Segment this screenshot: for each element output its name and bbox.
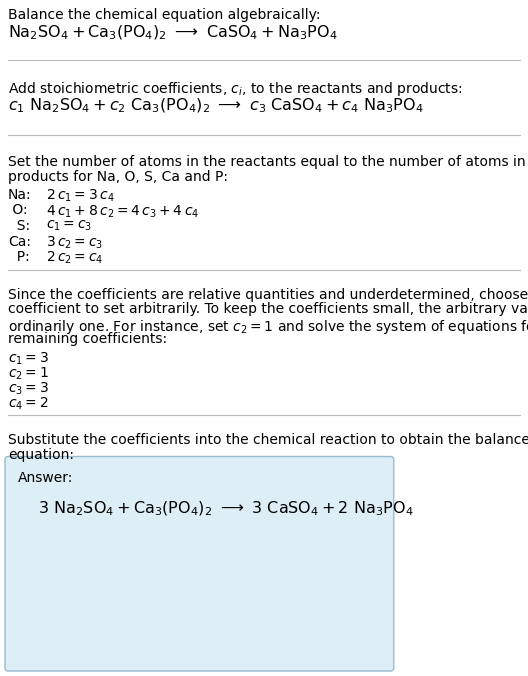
Text: coefficient to set arbitrarily. To keep the coefficients small, the arbitrary va: coefficient to set arbitrarily. To keep … (8, 302, 528, 316)
Text: remaining coefficients:: remaining coefficients: (8, 333, 167, 347)
Text: $c_2 = 1$: $c_2 = 1$ (8, 366, 49, 382)
FancyBboxPatch shape (5, 456, 394, 671)
Text: $2\,c_1 = 3\,c_4$: $2\,c_1 = 3\,c_4$ (46, 188, 115, 204)
Text: Set the number of atoms in the reactants equal to the number of atoms in the: Set the number of atoms in the reactants… (8, 155, 528, 169)
Text: Answer:: Answer: (18, 471, 73, 485)
Text: P:: P: (8, 250, 30, 264)
Text: $2\,c_2 = c_4$: $2\,c_2 = c_4$ (46, 250, 103, 266)
Text: Na:: Na: (8, 188, 32, 202)
Text: $3\,c_2 = c_3$: $3\,c_2 = c_3$ (46, 235, 103, 251)
Text: $c_1 = 3$: $c_1 = 3$ (8, 350, 49, 367)
Text: Ca:: Ca: (8, 235, 31, 249)
Text: $\mathrm{3\ Na_2SO_4 + Ca_3(PO_4)_2 \ \longrightarrow\ 3\ CaSO_4 + 2\ Na_3PO_4}$: $\mathrm{3\ Na_2SO_4 + Ca_3(PO_4)_2 \ \l… (38, 500, 414, 518)
Text: $c_4 = 2$: $c_4 = 2$ (8, 395, 49, 412)
Text: products for Na, O, S, Ca and P:: products for Na, O, S, Ca and P: (8, 170, 228, 184)
Text: $c_3 = 3$: $c_3 = 3$ (8, 381, 49, 397)
Text: S:: S: (8, 219, 30, 233)
Text: $\mathrm{Na_2SO_4 + Ca_3(PO_4)_2 \ \longrightarrow \ CaSO_4 + Na_3PO_4}$: $\mathrm{Na_2SO_4 + Ca_3(PO_4)_2 \ \long… (8, 24, 337, 43)
Text: $c_1\ \mathrm{Na_2SO_4} + c_2\ \mathrm{Ca_3(PO_4)_2} \ \longrightarrow\ c_3\ \ma: $c_1\ \mathrm{Na_2SO_4} + c_2\ \mathrm{C… (8, 97, 424, 116)
Text: Since the coefficients are relative quantities and underdetermined, choose a: Since the coefficients are relative quan… (8, 287, 528, 301)
Text: $c_1 = c_3$: $c_1 = c_3$ (46, 219, 92, 233)
Text: O:: O: (8, 203, 27, 218)
Text: Balance the chemical equation algebraically:: Balance the chemical equation algebraica… (8, 8, 320, 22)
Text: equation:: equation: (8, 448, 74, 462)
Text: ordinarily one. For instance, set $c_2 = 1$ and solve the system of equations fo: ordinarily one. For instance, set $c_2 =… (8, 318, 528, 335)
Text: Add stoichiometric coefficients, $c_i$, to the reactants and products:: Add stoichiometric coefficients, $c_i$, … (8, 80, 463, 98)
Text: $4\,c_1 + 8\,c_2 = 4\,c_3 + 4\,c_4$: $4\,c_1 + 8\,c_2 = 4\,c_3 + 4\,c_4$ (46, 203, 199, 220)
Text: Substitute the coefficients into the chemical reaction to obtain the balanced: Substitute the coefficients into the che… (8, 433, 528, 447)
